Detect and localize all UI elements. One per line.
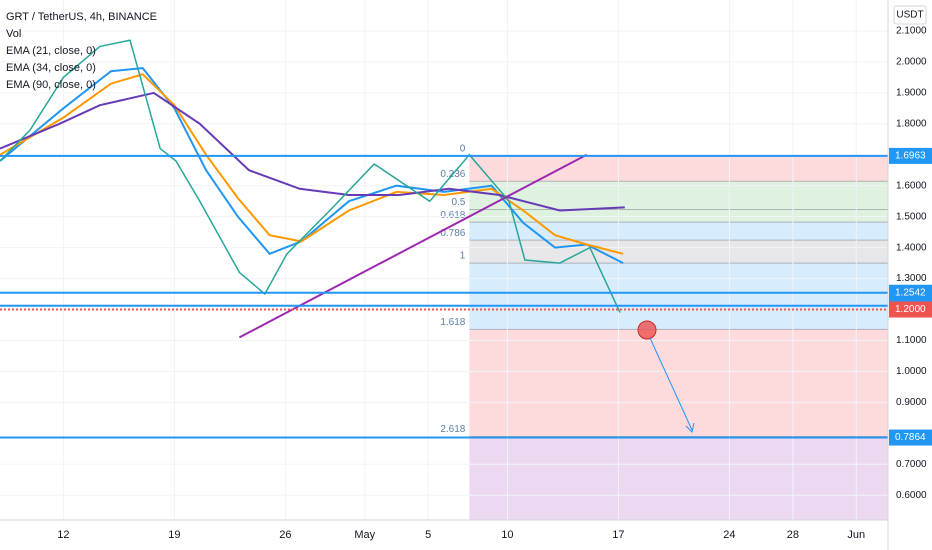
legend-entry: EMA (90, close, 0) <box>6 79 96 91</box>
fib-level-label: 0.5 <box>451 197 465 208</box>
y-tick-label: 1.0000 <box>896 366 927 377</box>
x-tick-label: Jun <box>847 529 865 541</box>
x-tick-label: 28 <box>787 529 799 541</box>
arrow-head <box>685 422 695 433</box>
fib-level-label: 0 <box>460 144 466 155</box>
x-tick-label: 19 <box>168 529 180 541</box>
fib-level-label: 0.786 <box>440 228 465 239</box>
fib-zone <box>469 222 888 241</box>
target-marker <box>637 320 657 340</box>
y-tick-label: 1.8000 <box>896 118 927 129</box>
x-tick-label: 24 <box>723 529 735 541</box>
y-tick-label: 0.7000 <box>896 459 927 470</box>
level-price-label: 1.6963 <box>895 151 926 162</box>
fib-level-label: 2.618 <box>440 424 465 435</box>
fib-zone <box>469 329 888 437</box>
fib-level-label: 1.618 <box>440 317 465 328</box>
y-tick-label: 0.9000 <box>896 397 927 408</box>
y-tick-label: 2.1000 <box>896 26 927 37</box>
y-tick-label: 0.6000 <box>896 490 927 501</box>
x-tick-label: May <box>354 529 375 541</box>
fib-zone <box>469 155 888 182</box>
level-price-box <box>889 147 932 164</box>
level-price-box <box>889 301 932 318</box>
y-tick-label: 1.5000 <box>896 211 927 222</box>
x-tick-label: 12 <box>57 529 69 541</box>
fib-zone <box>469 263 888 330</box>
fib-zone <box>469 209 888 223</box>
fib-zone <box>469 240 888 264</box>
legend-entry: EMA (21, close, 0) <box>6 45 96 57</box>
level-price-box <box>889 429 932 446</box>
x-tick-label: 10 <box>501 529 513 541</box>
fib-level-label: 1 <box>460 251 466 262</box>
level-price-label: 1.2000 <box>895 304 926 315</box>
level-price-label: 0.7864 <box>895 432 926 443</box>
fib-zone <box>469 436 888 520</box>
ema-line <box>0 73 624 255</box>
chart-title: GRT / TetherUS, 4h, BINANCE <box>6 11 157 23</box>
legend-entry: EMA (34, close, 0) <box>6 62 96 74</box>
y-tick-label: 1.1000 <box>896 335 927 346</box>
plot <box>0 39 888 439</box>
projection-arrow <box>649 337 693 431</box>
y-tick-label: 1.6000 <box>896 180 927 191</box>
grid <box>0 0 888 520</box>
x-tick-label: 26 <box>279 529 291 541</box>
y-tick-label: 1.3000 <box>896 273 927 284</box>
fib-level-label: 0.618 <box>440 210 465 221</box>
volume-label: Vol <box>6 28 21 40</box>
level-price-label: 1.2542 <box>895 287 926 298</box>
level-price-box <box>889 284 932 301</box>
axes: 2.1000 2.0000 1.9000 1.8000 1.6000 1.5000 1.40… <box>57 26 932 541</box>
y-tick-label: 1.4000 <box>896 242 927 253</box>
currency-box <box>893 5 927 25</box>
trend-line <box>238 153 588 339</box>
price-line <box>0 39 621 313</box>
y-tick-label: 2.0000 <box>896 57 927 68</box>
currency: USDT <box>896 10 923 21</box>
legend: EMA (21, close, 0) EMA (34, close, 0) EMA … <box>6 45 96 91</box>
x-tick-label: 5 <box>425 529 431 541</box>
ema-line <box>0 91 625 212</box>
x-tick-label: 17 <box>612 529 624 541</box>
y-tick-label: 1.9000 <box>896 87 927 98</box>
